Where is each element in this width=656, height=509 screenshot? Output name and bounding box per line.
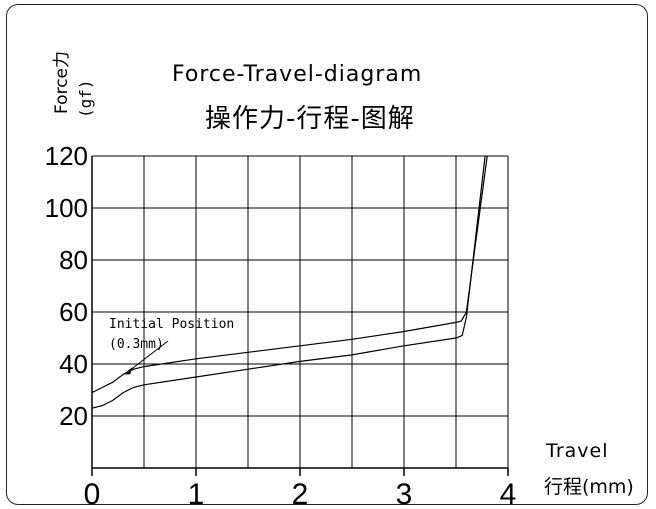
chart-title: Force-Travel-diagram bbox=[172, 62, 423, 87]
x-axis-label: Travel bbox=[546, 440, 609, 462]
annotation-text: Initial Position (0.3mm) bbox=[109, 315, 234, 355]
x-tick-label: 2 bbox=[292, 478, 309, 509]
y-tick-label: 20 bbox=[59, 401, 88, 431]
annotation-arrowhead bbox=[123, 367, 133, 375]
y-tick-label: 80 bbox=[59, 245, 88, 275]
series-line-2 bbox=[91, 155, 486, 409]
chart-subtitle: 操作力-行程-图解 bbox=[205, 104, 415, 134]
series-lines bbox=[91, 155, 488, 409]
x-tick-label: 4 bbox=[500, 478, 517, 509]
x-tick-label: 1 bbox=[188, 478, 205, 509]
x-tick-label: 0 bbox=[84, 478, 101, 509]
annotation-leader bbox=[126, 340, 169, 373]
y-axis-unit: (gf) bbox=[76, 79, 95, 118]
x-axis-label-zh: 行程(mm) bbox=[544, 476, 634, 498]
y-axis-label: Force力 bbox=[52, 51, 72, 114]
grid bbox=[92, 155, 509, 468]
annotation-arrow bbox=[123, 340, 169, 375]
series-line-1 bbox=[91, 155, 488, 394]
chart-frame bbox=[6, 4, 648, 505]
x-tick-label: 3 bbox=[396, 478, 413, 509]
y-tick-label: 60 bbox=[59, 297, 88, 327]
y-tick-label: 100 bbox=[45, 193, 88, 223]
annotation-line1: Initial Position bbox=[109, 317, 235, 332]
axes bbox=[91, 156, 509, 476]
tick-labels: 20 40 60 80 100 120 0 1 2 3 4 bbox=[45, 141, 517, 509]
y-tick-label: 120 bbox=[45, 141, 88, 171]
annotation-line2: (0.3mm) bbox=[109, 337, 164, 352]
y-tick-label: 40 bbox=[59, 349, 88, 379]
